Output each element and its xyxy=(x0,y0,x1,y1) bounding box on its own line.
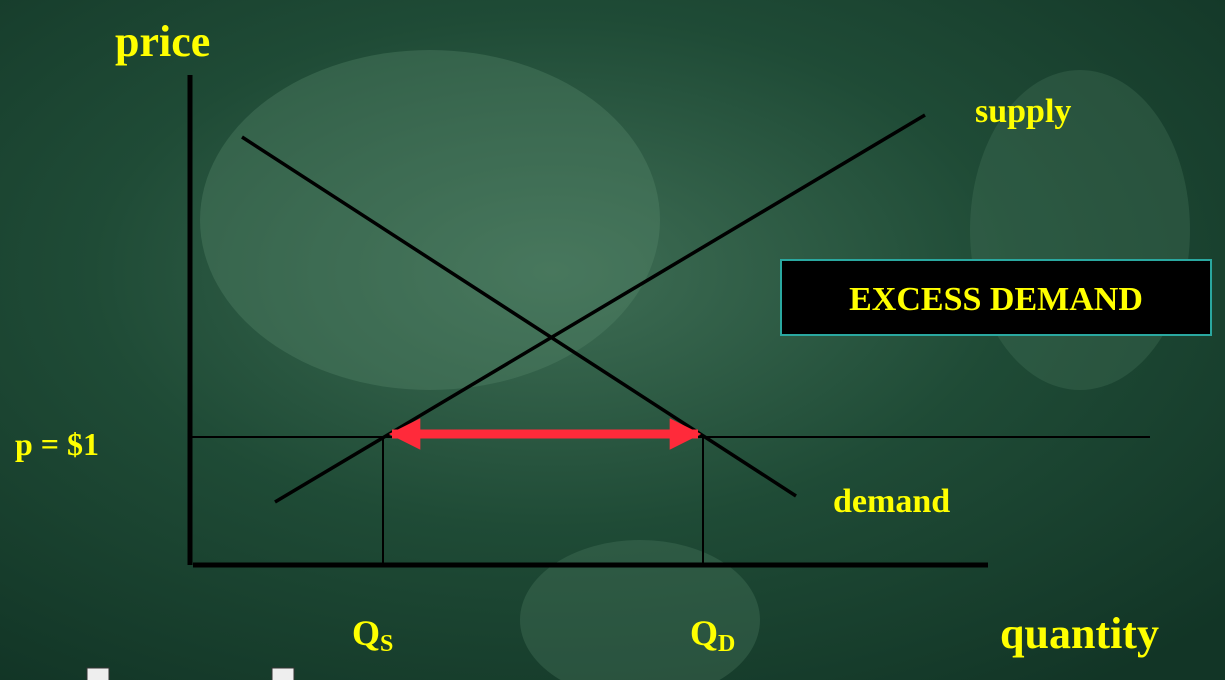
qd-subscript: D xyxy=(718,631,735,657)
callout-box xyxy=(780,259,1212,336)
qd-symbol: Q xyxy=(690,613,718,653)
qs-symbol: Q xyxy=(352,613,380,653)
callout-text: EXCESS DEMAND xyxy=(849,281,1143,318)
demand-curve xyxy=(241,135,797,498)
map-texture xyxy=(520,540,760,680)
price-label: p = $1 xyxy=(15,426,99,462)
qs-subscript: S xyxy=(380,631,393,657)
demand-label: demand xyxy=(833,483,950,520)
diagram-lines xyxy=(187,75,1150,568)
qd-label: QD xyxy=(690,613,735,657)
supply-curve xyxy=(274,113,926,504)
y-axis-label: price xyxy=(115,17,210,66)
map-texture xyxy=(200,50,660,390)
x-axis-label: quantity xyxy=(1000,609,1159,658)
nav-icon[interactable] xyxy=(271,667,295,680)
qs-label: QS xyxy=(352,613,393,657)
nav-icon[interactable] xyxy=(86,667,110,680)
supply-label: supply xyxy=(975,93,1071,130)
